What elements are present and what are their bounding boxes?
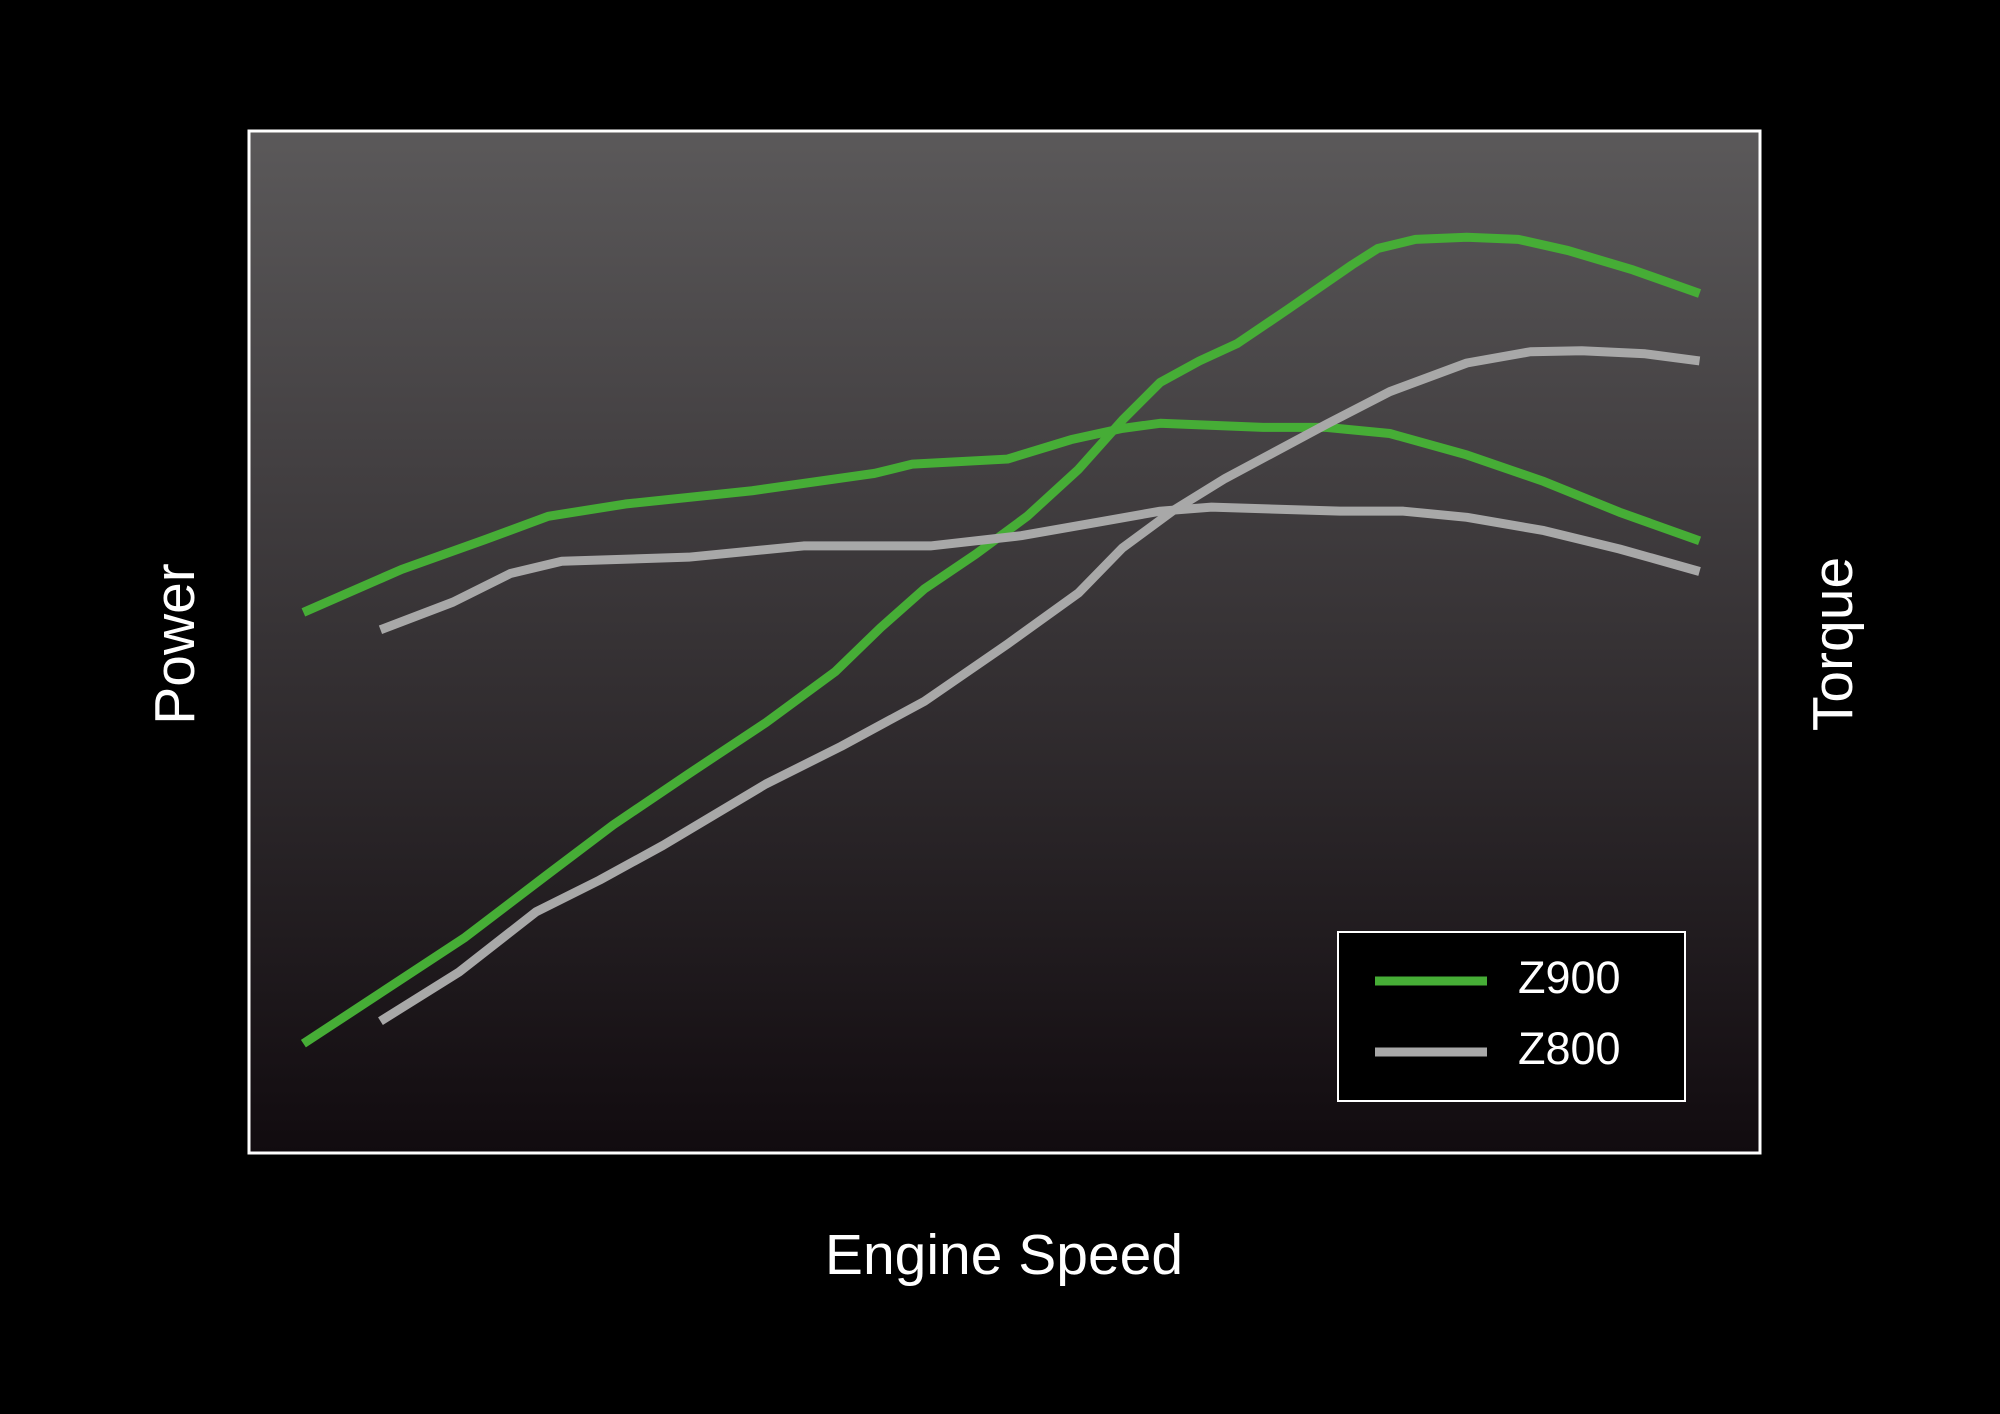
x-axis-label: Engine Speed xyxy=(825,1223,1183,1287)
y-axis-label: Power xyxy=(143,563,207,725)
legend-label: Z900 xyxy=(1518,952,1621,1003)
legend-box xyxy=(1337,931,1686,1102)
series-line xyxy=(378,502,1701,634)
series-line xyxy=(301,418,1702,617)
legend-label: Z800 xyxy=(1518,1023,1621,1074)
y2-axis-label: Torque xyxy=(1801,557,1865,731)
lines xyxy=(300,232,1702,1048)
series-line xyxy=(300,232,1702,1048)
series-line xyxy=(378,346,1701,1025)
legend: Z900 Z800 xyxy=(1375,952,1621,1074)
